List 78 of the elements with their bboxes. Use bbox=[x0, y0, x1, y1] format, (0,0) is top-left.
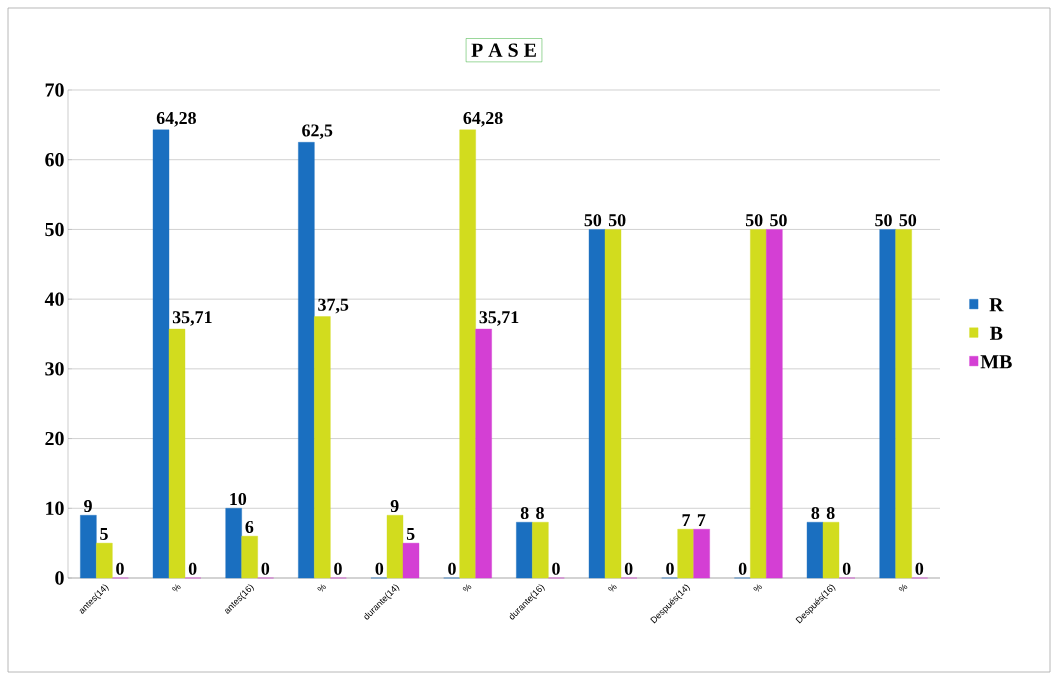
data-label: 7 bbox=[697, 514, 706, 527]
data-label: 5 bbox=[406, 528, 415, 540]
data-label: 0 bbox=[448, 562, 456, 575]
y-tick-label: 30 bbox=[45, 362, 64, 376]
data-label: 0 bbox=[552, 562, 560, 575]
data-label: 8 bbox=[536, 506, 544, 520]
x-tick-label: % bbox=[898, 584, 908, 592]
bar bbox=[241, 535, 258, 579]
bar bbox=[895, 229, 912, 579]
bar bbox=[879, 229, 896, 579]
data-label: 8 bbox=[520, 506, 529, 520]
bar bbox=[459, 129, 476, 579]
bar bbox=[588, 229, 606, 579]
data-label: 50 bbox=[608, 214, 626, 227]
chart-title: P A S E bbox=[471, 43, 536, 57]
data-label: 7 bbox=[682, 514, 691, 527]
data-label: 0 bbox=[116, 562, 124, 575]
data-label: 0 bbox=[842, 562, 851, 575]
data-label: 35,71 bbox=[172, 311, 212, 326]
y-tick-label: 70 bbox=[45, 83, 64, 97]
bar bbox=[806, 522, 824, 579]
x-tick-label: % bbox=[462, 584, 472, 592]
bar bbox=[475, 328, 492, 579]
bar bbox=[96, 542, 113, 579]
data-label: 0 bbox=[738, 562, 747, 575]
data-label: 62,5 bbox=[302, 124, 333, 140]
data-label: 0 bbox=[334, 562, 342, 575]
x-tick-label: % bbox=[317, 584, 326, 592]
x-tick-label: % bbox=[172, 584, 181, 592]
data-label: 50 bbox=[745, 214, 763, 227]
legend-label: MB bbox=[980, 355, 1012, 369]
bar bbox=[402, 542, 420, 579]
bar bbox=[80, 515, 97, 579]
bar bbox=[532, 522, 549, 579]
data-label: 8 bbox=[811, 506, 820, 520]
y-tick-label: 40 bbox=[44, 292, 64, 306]
y-tick-label: 10 bbox=[46, 501, 64, 515]
y-tick-label: 20 bbox=[45, 431, 64, 446]
data-label: 50 bbox=[770, 214, 787, 227]
y-tick-label: 50 bbox=[45, 222, 64, 237]
data-label: 64,28 bbox=[156, 111, 196, 127]
bar bbox=[822, 522, 840, 579]
data-label: 6 bbox=[245, 520, 254, 533]
data-label: 9 bbox=[84, 500, 92, 513]
data-label: 8 bbox=[826, 506, 835, 520]
legend-label: R bbox=[989, 298, 1004, 312]
data-label: 0 bbox=[188, 562, 197, 575]
data-label: 5 bbox=[100, 528, 108, 540]
legend-label: B bbox=[989, 326, 1003, 340]
data-label: 0 bbox=[375, 562, 384, 575]
bar bbox=[225, 508, 242, 579]
bar bbox=[693, 529, 710, 579]
data-label: 10 bbox=[230, 493, 247, 506]
data-label: 9 bbox=[390, 500, 399, 513]
bar bbox=[766, 229, 783, 579]
bar bbox=[677, 529, 694, 579]
data-label: 37,5 bbox=[318, 298, 349, 314]
y-tick-label: 0 bbox=[55, 571, 64, 585]
bar bbox=[168, 328, 186, 579]
y-tick-label: 60 bbox=[45, 152, 64, 167]
data-label: 64,28 bbox=[463, 111, 503, 127]
bar bbox=[314, 316, 331, 579]
data-label: 50 bbox=[875, 214, 892, 227]
x-tick-label: % bbox=[608, 584, 617, 592]
bar bbox=[298, 142, 315, 579]
bar bbox=[750, 229, 767, 579]
data-label: 0 bbox=[666, 562, 674, 575]
bar bbox=[386, 515, 404, 579]
data-label: 50 bbox=[899, 214, 917, 227]
data-label: 0 bbox=[915, 562, 924, 575]
bar bbox=[516, 522, 533, 579]
bar bbox=[604, 229, 622, 579]
data-label: 0 bbox=[261, 562, 270, 575]
data-label: 35,71 bbox=[479, 311, 519, 326]
data-label: 0 bbox=[624, 562, 633, 575]
bar bbox=[152, 129, 170, 579]
x-tick-label: % bbox=[753, 584, 762, 592]
data-label: 50 bbox=[584, 214, 602, 227]
